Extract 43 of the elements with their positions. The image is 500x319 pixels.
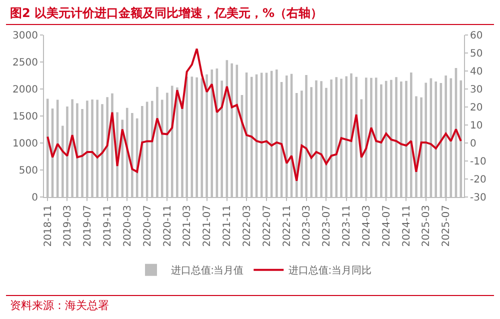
x-tick-label: 2018-11: [42, 205, 54, 247]
line-series: [46, 48, 462, 182]
x-tick-label: 2019-11: [102, 205, 114, 247]
x-tick-label: 2020-11: [162, 205, 174, 247]
x-tick-label: 2023-03: [302, 205, 313, 247]
y2-tick-label: 0: [470, 138, 476, 150]
x-tick-label: 2021-11: [222, 205, 234, 247]
y-tick-label: 0: [32, 192, 38, 204]
y-tick-label: 3000: [12, 30, 38, 42]
y2-tick-label: 30: [470, 84, 483, 96]
legend-label: 进口总值:当月同比: [288, 262, 372, 277]
y-tick-label: 1000: [12, 138, 38, 150]
x-tick-label: 2024-03: [361, 205, 372, 247]
y2-tick-label: -20: [470, 174, 486, 186]
text: 资料来源：海关总署: [6, 295, 494, 313]
x-tick-label: 2025-03: [421, 205, 432, 247]
x-tick-label: 2020-03: [122, 205, 134, 247]
y2-tick-label: 20: [470, 102, 483, 114]
y-tick-label: 2500: [12, 58, 38, 68]
x-tick-label: 2021-03: [182, 205, 194, 247]
y-tick-label: 500: [18, 166, 38, 176]
x-tick-label: 2019-03: [62, 205, 74, 247]
y-tick-label: 2000: [12, 84, 38, 96]
y2-tick-label: 10: [470, 120, 483, 132]
x-tick-label: 2020-07: [142, 205, 154, 247]
y2-tick-label: -30: [470, 192, 486, 204]
x-tick-label: 2021-07: [202, 205, 214, 247]
x-tick-label: 2022-07: [262, 205, 273, 247]
x-tick-label: 2024-07: [381, 205, 392, 247]
x-tick-label: 2025-07: [441, 205, 452, 247]
chart-title: 图2 以美元计价进口金额及同比增速，亿美元，%（右轴）: [6, 4, 494, 25]
y2-tick-label: -10: [470, 156, 486, 168]
legend-label: 进口总值:当月值: [171, 262, 244, 277]
x-tick-label: 2023-11: [342, 205, 353, 247]
x-tick-label: 2022-03: [242, 205, 253, 247]
x-tick-label: 2024-11: [401, 205, 412, 247]
y-tick-label: 1500: [12, 112, 38, 122]
x-tick-label: 2019-07: [82, 205, 94, 247]
x-tick-label: 2022-11: [282, 205, 293, 247]
y2-tick-label: 60: [470, 30, 483, 42]
y2-tick-label: 50: [470, 48, 483, 60]
y2-tick-label: 40: [470, 66, 483, 78]
x-tick-label: 2023-07: [321, 205, 332, 247]
